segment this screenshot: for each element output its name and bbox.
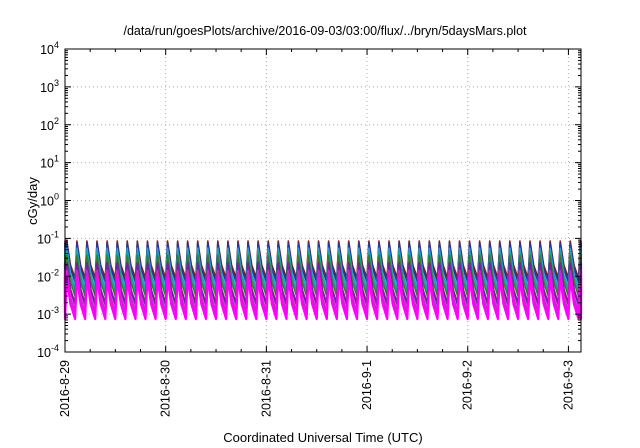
x-axis-label: Coordinated Universal Time (UTC) [223,430,422,445]
y-axis: 10-4 10-3 10-2 10-1 100 101 102 103 104 [37,40,581,360]
y-tick-label: 10-4 [37,343,59,360]
x-tick-label: 2016-9-2 [461,360,475,410]
x-tick-label: 2016-9-3 [561,360,575,410]
y-tick-label: 103 [40,78,59,95]
y-tick-label: 104 [40,40,59,57]
y-tick-label: 100 [40,192,59,209]
x-tick-label: 2016-9-1 [360,360,374,410]
y-tick-label: 10-3 [37,305,59,322]
x-axis: 2016-8-29 2016-8-30 2016-8-31 2016-9-1 2016-… [58,49,575,417]
series-line [63,276,583,320]
chart-title: /data/run/goesPlots/archive/2016-09-03/0… [123,24,527,38]
x-tick-label: 2016-8-30 [159,360,173,417]
y-tick-label: 10-1 [37,229,59,246]
y-axis-label: cGy/day [25,177,40,225]
y-tick-label: 102 [40,116,59,133]
y-tick-label: 10-2 [37,267,59,284]
x-tick-label: 2016-8-31 [259,360,273,417]
y-tick-label: 101 [40,154,59,171]
x-tick-label: 2016-8-29 [58,360,72,417]
series-group [63,240,583,320]
